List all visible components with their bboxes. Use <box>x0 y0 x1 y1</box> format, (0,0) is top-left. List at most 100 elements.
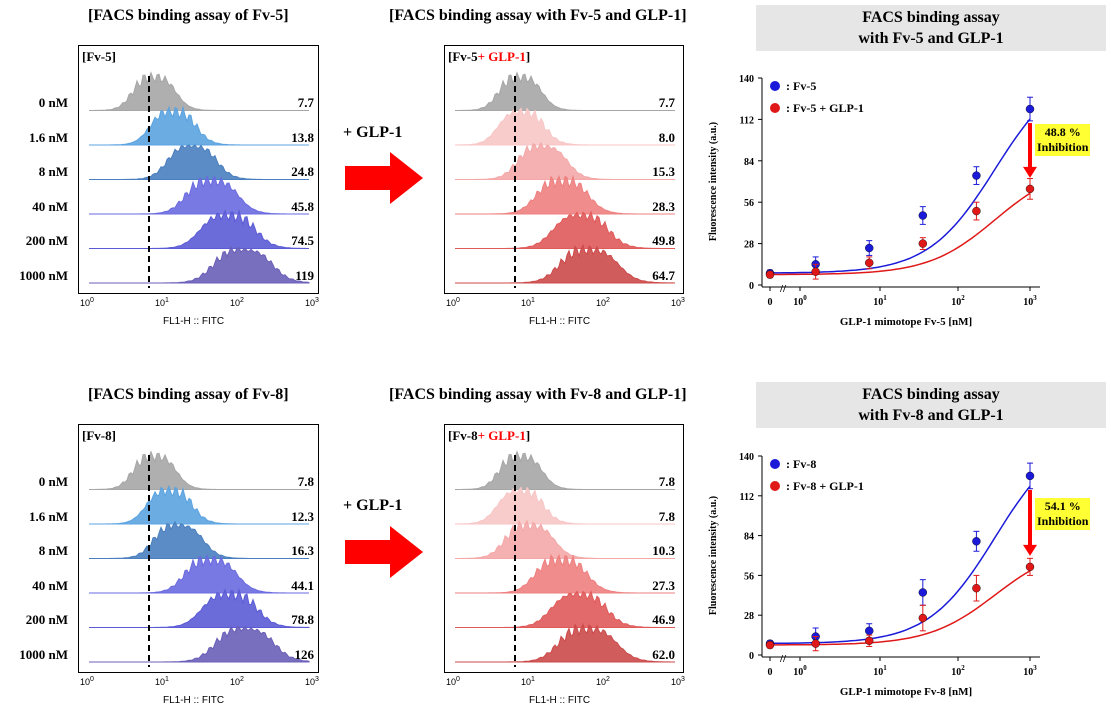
data-point-series-2 <box>811 267 820 276</box>
data-point-series-1 <box>918 211 928 220</box>
combo-mfi-value-5: 49.8 <box>652 233 675 248</box>
data-point-series-2 <box>1025 184 1035 194</box>
legend-label-series-1: : Fv-8 <box>786 457 816 471</box>
inhibition-arrow-head <box>1023 166 1037 178</box>
combo-facs-histograms-2 <box>455 450 675 667</box>
single-mfi-value-4: 44.1 <box>291 577 314 593</box>
y-tick-label: 56 <box>744 198 754 209</box>
combo-box-label-2: [Fv-8+ GLP-1] <box>448 428 530 444</box>
y-tick-label: 56 <box>744 571 754 582</box>
data-point-series-2 <box>865 636 874 645</box>
inhibition-percent-1: 48.8 % <box>1044 125 1081 139</box>
combo-facs-histograms-1 <box>455 71 676 288</box>
single-facs-axis-caption: FL1-H :: FITC <box>163 695 225 706</box>
x-tick-label: 100 <box>793 294 807 308</box>
data-point-series-2 <box>918 239 928 248</box>
concentration-label-1: 0 nM <box>38 474 68 489</box>
legend-marker-series-1 <box>770 81 780 91</box>
facs-x-tick-2: 102 <box>230 676 244 687</box>
combo-box-label-1: [Fv-5+ GLP-1] <box>448 49 530 65</box>
x-tick-label: 102 <box>951 664 965 678</box>
facs-x-tick-3: 103 <box>305 676 319 687</box>
legend-marker-series-2 <box>770 103 780 113</box>
y-tick-label: 0 <box>749 651 754 662</box>
red-right-arrow-1 <box>345 152 423 204</box>
single-mfi-value-2: 13.8 <box>291 129 314 145</box>
combo-box-label-prefix-1: [Fv-5 <box>448 49 478 64</box>
x-tick-label: 101 <box>873 664 887 678</box>
glp1-arrow-label-1: + GLP-1 <box>343 124 403 141</box>
data-point-series-1 <box>972 537 981 546</box>
concentration-label-6: 1000 nM <box>19 267 68 283</box>
single-box-label-2: [Fv-8] <box>82 428 116 443</box>
inhibition-chart-1: // 0 28 56 84 112 140 0 100 101 102 103 Fluorescence… <box>708 74 1040 328</box>
y-tick-label: 112 <box>740 492 754 503</box>
concentration-label-3: 8 nM <box>38 543 68 558</box>
concentration-label-5: 200 nM <box>25 233 68 248</box>
inhibition-chart-2: // 0 28 56 84 112 140 0 100 101 102 103 Fluorescence… <box>708 452 1040 698</box>
data-point-series-2 <box>765 270 775 279</box>
combo-facs-histogram-box-1: [Fv-5+ GLP-1] <box>444 45 684 294</box>
combo-facs-title-2: [FACS binding assay with Fv-8 and GLP-1] <box>389 386 687 403</box>
combo-facs-histogram-box-2: [Fv-8+ GLP-1] <box>444 424 684 673</box>
inhibition-word-2: Inhibition <box>1037 514 1089 528</box>
legend-marker-series-2 <box>770 481 780 491</box>
combo-box-label-prefix-2: [Fv-8 <box>448 428 478 443</box>
data-point-series-2 <box>918 613 928 623</box>
facs-x-tick-1: 101 <box>155 676 169 687</box>
axis-break-mark: // <box>779 283 787 295</box>
facs-x-tick-3: 103 <box>671 297 685 308</box>
single-mfi-value-6: 126 <box>294 646 315 662</box>
chart-title-line2-1: with Fv-5 and GLP-1 <box>858 30 1004 47</box>
single-facs-histogram-box-2: [Fv-8] <box>78 424 319 673</box>
combo-mfi-value-4: 28.3 <box>652 198 675 214</box>
y-tick-label: 28 <box>744 611 754 622</box>
x-tick-label: 100 <box>793 664 807 678</box>
combo-mfi-value-2: 7.8 <box>658 508 675 524</box>
concentration-label-4: 40 nM <box>32 577 68 593</box>
facs-x-tick-2: 102 <box>596 297 610 308</box>
legend-label-series-1: : Fv-5 <box>786 79 816 93</box>
inhibition-badge-2: 54.1 % Inhibition <box>1035 498 1091 530</box>
y-tick-label: 0 <box>749 281 754 292</box>
facs-x-tick-3: 103 <box>671 676 685 687</box>
y-tick-label: 84 <box>744 157 754 168</box>
combo-mfi-value-3: 10.3 <box>652 543 675 558</box>
legend-label-series-2: : Fv-8 + GLP-1 <box>786 479 864 493</box>
single-mfi-value-4: 45.8 <box>291 198 314 214</box>
chart-title-line2-2: with Fv-8 and GLP-1 <box>858 407 1004 424</box>
inhibition-percent-2: 54.1 % <box>1044 499 1081 513</box>
single-mfi-value-3: 16.3 <box>291 543 314 558</box>
x-axis-title: GLP-1 mimotope Fv-5 [nM] <box>840 316 972 328</box>
data-point-series-2 <box>1025 562 1035 572</box>
single-mfi-value-1: 7.7 <box>297 95 314 110</box>
facs-x-tick-1: 101 <box>155 297 169 308</box>
inhibition-arrow-head <box>1023 544 1037 556</box>
concentration-label-2: 1.6 nM <box>29 129 68 145</box>
single-facs-title-2: [FACS binding assay of Fv-8] <box>88 386 289 403</box>
single-facs-title-1: [FACS binding assay of Fv-5] <box>88 7 289 24</box>
data-point-series-1 <box>918 588 928 597</box>
concentration-label-4: 40 nM <box>32 198 68 214</box>
combo-mfi-value-1: 7.7 <box>658 95 675 110</box>
concentration-label-2: 1.6 nM <box>29 508 68 524</box>
single-mfi-value-2: 12.3 <box>291 508 314 524</box>
data-point-series-2 <box>865 258 874 268</box>
x-tick-label: 101 <box>873 294 887 308</box>
x-tick-label: 103 <box>1023 664 1037 678</box>
single-facs-histograms-2 <box>89 450 310 667</box>
combo-mfi-value-4: 27.3 <box>652 577 675 593</box>
fit-curve-series-1 <box>766 485 1031 645</box>
fit-curve-series-1 <box>766 118 1031 274</box>
data-point-series-1 <box>1025 471 1035 481</box>
y-tick-label: 112 <box>740 115 754 126</box>
single-box-label-1: [Fv-5] <box>82 49 116 64</box>
concentration-label-6: 1000 nM <box>19 646 68 662</box>
combo-mfi-value-2: 8.0 <box>658 129 675 145</box>
y-tick-label: 84 <box>744 532 754 543</box>
y-axis-title: Fluorescence intensity (a.u.) <box>708 122 719 241</box>
single-mfi-value-1: 7.8 <box>297 474 314 489</box>
y-tick-label: 28 <box>744 240 754 251</box>
combo-box-label-glp1-1: + GLP-1 <box>477 49 526 64</box>
x-tick-label: 0 <box>768 667 773 678</box>
